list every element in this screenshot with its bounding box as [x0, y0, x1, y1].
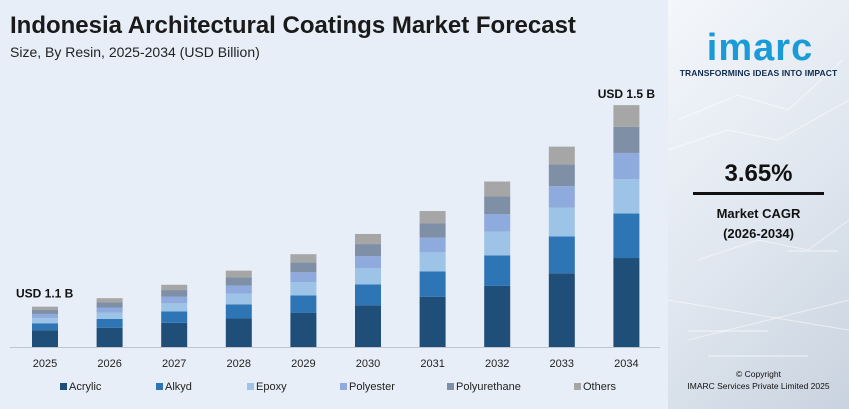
imarc-logo: imarc: [707, 28, 813, 68]
bar-segment-acrylic-2033: [548, 273, 575, 347]
bar-segment-epoxy-2029: [290, 282, 317, 296]
bar-segment-epoxy-2032: [484, 231, 511, 256]
bar-segment-acrylic-2029: [290, 312, 317, 347]
chart-panel: Indonesia Architectural Coatings Market …: [0, 0, 668, 409]
legend-label-polyester: Polyester: [349, 381, 395, 393]
bar-segment-polyurethane-2030: [355, 244, 381, 257]
annotation-first-value: USD 1.1 B: [16, 287, 74, 301]
bar-segment-polyester-2032: [484, 214, 511, 232]
side-panel: imarc TRANSFORMING IDEAS INTO IMPACT 3.6…: [668, 0, 849, 409]
bar-segment-acrylic-2026: [96, 327, 123, 347]
legend-swatch-epoxy: [247, 383, 254, 390]
bar-segment-polyester-2028: [225, 285, 252, 294]
cagr-divider: [693, 192, 824, 195]
x-tick-label: 2026: [97, 358, 121, 370]
legend-swatch-others: [574, 383, 581, 390]
legend-swatch-acrylic: [60, 383, 67, 390]
bar-segment-others-2026: [96, 298, 123, 303]
legend-swatch-alkyd: [156, 383, 163, 390]
bar-segment-polyurethane-2026: [96, 302, 123, 308]
bar-segment-others-2027: [161, 284, 188, 291]
chart-subtitle: Size, By Resin, 2025-2034 (USD Billion): [10, 44, 260, 60]
legend-swatch-polyurethane: [447, 383, 454, 390]
bar-segment-polyester-2029: [290, 272, 317, 283]
bar-segment-polyester-2026: [96, 307, 123, 313]
background-decoration: [668, 59, 849, 357]
bar-segment-alkyd-2031: [419, 271, 446, 297]
bar-segment-alkyd-2030: [355, 284, 381, 306]
bar-segment-others-2031: [419, 211, 446, 224]
bar-segment-alkyd-2025: [32, 323, 58, 331]
legend-label-acrylic: Acrylic: [69, 381, 102, 393]
bar-segment-epoxy-2026: [96, 312, 123, 319]
bar-segment-others-2029: [290, 254, 317, 263]
annotation-last-value: USD 1.5 B: [598, 87, 656, 101]
bar-segment-alkyd-2032: [484, 255, 511, 286]
x-tick-label: 2033: [550, 358, 574, 370]
x-tick-label: 2034: [614, 358, 638, 370]
legend-label-alkyd: Alkyd: [165, 381, 192, 393]
bar-segment-epoxy-2027: [161, 303, 188, 312]
bar-segment-polyester-2025: [32, 313, 58, 318]
bar-segment-acrylic-2027: [161, 322, 188, 347]
x-tick-label: 2027: [162, 358, 186, 370]
cagr-label: Market CAGR: [716, 206, 801, 221]
bar-segment-polyurethane-2033: [548, 164, 575, 187]
bar-segment-epoxy-2031: [419, 252, 446, 272]
cagr-value: 3.65%: [724, 160, 793, 187]
bar-segment-epoxy-2028: [225, 293, 252, 305]
legend-label-polyurethane: Polyurethane: [456, 381, 521, 393]
bar-segment-polyurethane-2028: [225, 277, 252, 286]
bar-segment-acrylic-2025: [32, 330, 58, 347]
bar-segment-epoxy-2025: [32, 317, 58, 324]
x-tick-label: 2025: [33, 358, 57, 370]
bar-segment-alkyd-2033: [548, 236, 575, 274]
copyright-text: © Copyright: [735, 369, 781, 379]
bar-segment-acrylic-2030: [355, 305, 381, 347]
bar-segment-alkyd-2026: [96, 318, 123, 328]
bar-segment-others-2025: [32, 306, 58, 310]
bar-segment-alkyd-2027: [161, 311, 188, 323]
bar-segment-epoxy-2033: [548, 207, 575, 237]
bar-segment-alkyd-2029: [290, 295, 317, 313]
bar-segment-polyurethane-2029: [290, 262, 317, 273]
bar-segment-others-2030: [355, 233, 381, 245]
bar-segment-polyurethane-2025: [32, 309, 58, 314]
bar-segment-polyester-2027: [161, 296, 188, 304]
cagr-period: (2026-2034): [723, 226, 794, 241]
company-text: IMARC Services Private Limited 2025: [687, 381, 830, 391]
x-tick-label: 2030: [356, 358, 380, 370]
bar-segment-others-2033: [548, 146, 575, 165]
legend-label-epoxy: Epoxy: [256, 381, 287, 393]
bar-segment-polyester-2031: [419, 237, 446, 253]
bar-segment-others-2028: [225, 270, 252, 278]
x-tick-label: 2031: [420, 358, 444, 370]
bar-segment-polyurethane-2034: [613, 126, 640, 153]
legend-label-others: Others: [583, 381, 617, 393]
brand-tagline: TRANSFORMING IDEAS INTO IMPACT: [679, 68, 838, 78]
bar-segment-others-2034: [613, 105, 640, 127]
bar-segment-acrylic-2034: [613, 258, 640, 347]
bar-segment-polyurethane-2027: [161, 290, 188, 297]
bar-segment-polyurethane-2031: [419, 223, 446, 238]
bar-segment-epoxy-2030: [355, 268, 381, 285]
bar-segment-epoxy-2034: [613, 179, 640, 214]
bar-segment-polyester-2034: [613, 152, 640, 180]
chart-title: Indonesia Architectural Coatings Market …: [10, 12, 576, 39]
bar-segment-alkyd-2034: [613, 213, 640, 259]
x-tick-label: 2032: [485, 358, 509, 370]
bar-segment-acrylic-2032: [484, 285, 511, 347]
bar-segment-alkyd-2028: [225, 304, 252, 319]
stacked-bar-chart: 2025 2026 2027 2028 2029 2030 2031 2032 2033 2034…: [10, 87, 660, 393]
x-tick-label: 2029: [291, 358, 315, 370]
bar-segment-others-2032: [484, 181, 511, 197]
legend-swatch-polyester: [340, 383, 347, 390]
x-tick-label: 2028: [227, 358, 251, 370]
bar-segment-polyester-2033: [548, 186, 575, 208]
bar-segment-polyester-2030: [355, 256, 381, 269]
logo-text: imarc: [707, 28, 813, 68]
bar-segment-acrylic-2028: [225, 318, 252, 347]
bar-segment-polyurethane-2032: [484, 196, 511, 215]
bar-segment-acrylic-2031: [419, 296, 446, 347]
